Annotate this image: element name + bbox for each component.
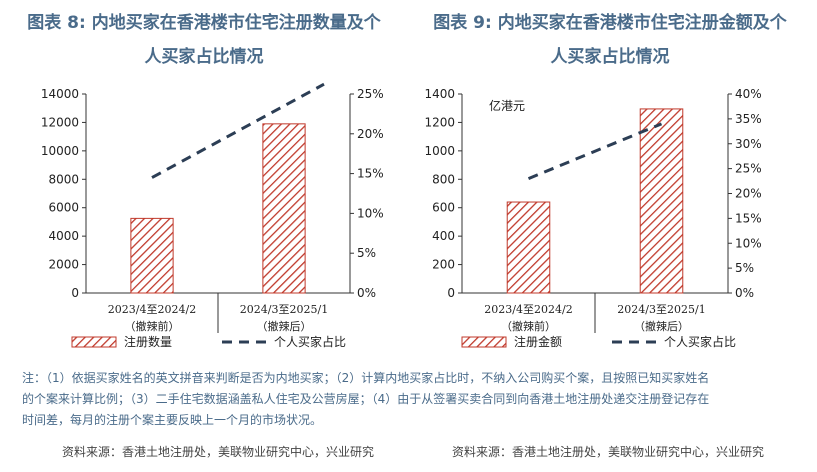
bar [506, 201, 551, 294]
notes: 注：（1）依据买家姓名的英文拼音来判断是否为内地买家；（2）计算内地买家占比时，… [22, 368, 802, 431]
y-left-tick-label: 600 [432, 201, 455, 215]
y-left-tick-label: 14000 [41, 87, 79, 101]
y-right-tick-label: 0% [735, 286, 754, 300]
y-right-tick-label: 35% [735, 112, 762, 126]
legend-line-label: 个人买家占比 [274, 334, 346, 349]
note-line: 注：（1）依据买家姓名的英文拼音来判断是否为内地买家；（2）计算内地买家占比时，… [22, 371, 710, 385]
y-left-tick-label: 1200 [424, 115, 455, 129]
y-left-tick-label: 2000 [48, 258, 79, 272]
x-category-sublabel: （撤辣前） [125, 319, 180, 333]
x-category-sublabel: （撤辣后） [257, 319, 312, 333]
y-left-tick-label: 0 [71, 286, 79, 300]
y-left-tick-label: 800 [432, 172, 455, 186]
y-right-tick-label: 5% [357, 246, 376, 260]
x-category-label: 2024/3至2025/1 [617, 303, 705, 316]
x-category-sublabel: （撤辣后） [634, 319, 689, 333]
x-category-label: 2023/4至2024/2 [484, 303, 572, 316]
legend-bar-label: 注册金额 [514, 334, 562, 349]
y-left-tick-label: 400 [432, 229, 455, 243]
note-line: 的个案来计算比例；（3）二手住宅数据涵盖私人住宅及公营房屋；（4）由于从签署买卖… [22, 392, 710, 406]
x-category-label: 2024/3至2025/1 [240, 303, 328, 316]
bar [639, 108, 684, 294]
y-left-tick-label: 6000 [48, 201, 79, 215]
y-left-tick-label: 0 [447, 286, 455, 300]
y-right-tick-label: 25% [735, 162, 762, 176]
y-left-tick-label: 200 [432, 258, 455, 272]
bar [130, 217, 174, 294]
y-right-tick-label: 40% [735, 87, 762, 101]
figure-8-chart: 0 2000 4000 6000 8000 10000 12000 14000 0% 5% 10% 1… [41, 82, 384, 349]
legend-line-label: 个人买家占比 [664, 334, 736, 349]
y-right-tick-label: 30% [735, 137, 762, 151]
y-left-tick-label: 1400 [424, 87, 455, 101]
figure-9-title: 图表 9: 内地买家在香港楼市住宅注册金额及个 人买家占比情况 [410, 6, 810, 74]
figure-8-title-line1: 图表 8: 内地买家在香港楼市住宅注册数量及个 [27, 13, 381, 33]
y-right-tick-label: 20% [357, 127, 384, 141]
figure-9-title-line2: 人买家占比情况 [550, 47, 670, 67]
y-right-tick-label: 10% [735, 236, 762, 250]
y-right-tick-label: 5% [735, 261, 754, 275]
x-category-sublabel: （撤辣前） [501, 319, 556, 333]
y-right-tick-label: 10% [357, 206, 384, 220]
legend-bar-swatch [461, 336, 507, 348]
y-right-tick-label: 15% [357, 167, 384, 181]
y-left-tick-label: 1000 [424, 144, 455, 158]
series-line [527, 122, 663, 180]
figure-8-source: 资料来源：香港土地注册处，美联物业研究中心，兴业研究 [62, 445, 375, 459]
figure-9-title-line1: 图表 9: 内地买家在香港楼市住宅注册金额及个 [433, 13, 787, 33]
y-left-tick-label: 10000 [41, 144, 79, 158]
y-right-tick-label: 25% [357, 87, 384, 101]
figure-9-chart: 0 200 400 600 800 1000 1200 1400 0% 5% 10% 15% 20% 25… [424, 87, 762, 349]
y-right-tick-label: 20% [735, 187, 762, 201]
y-left-unit: 亿港元 [489, 98, 525, 113]
note-line: 时间差，每月的注册个案主要反映上一个月的市场状况。 [22, 413, 323, 427]
figure-9-source: 资料来源：香港土地注册处，美联物业研究中心，兴业研究 [452, 445, 765, 459]
x-category-label: 2023/4至2024/2 [108, 303, 196, 316]
legend-bar-label: 注册数量 [124, 334, 172, 349]
y-right-tick-label: 15% [735, 211, 762, 225]
y-left-tick-label: 12000 [41, 115, 79, 129]
figure-8-title: 图表 8: 内地买家在香港楼市住宅注册数量及个 人买家占比情况 [4, 6, 404, 74]
y-left-tick-label: 4000 [48, 229, 79, 243]
legend-bar-swatch [71, 336, 117, 348]
y-left-tick-label: 8000 [48, 172, 79, 186]
y-right-tick-label: 0% [357, 286, 376, 300]
bar [262, 123, 306, 294]
figure-8-title-line2: 人买家占比情况 [144, 47, 264, 67]
